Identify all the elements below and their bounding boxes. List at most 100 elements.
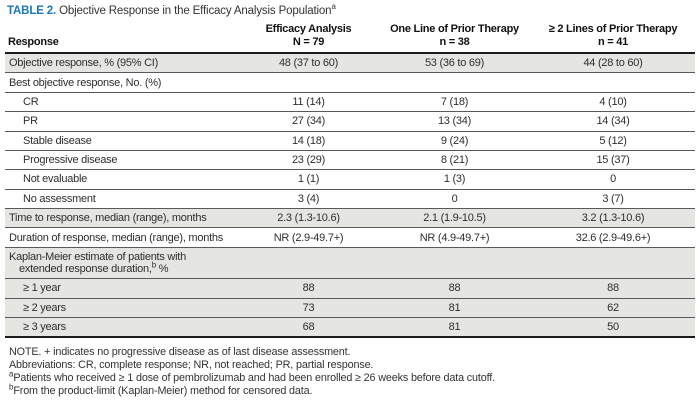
cell: 50 <box>607 321 619 334</box>
column-header-label: One Line of Prior Therapy <box>390 23 519 35</box>
row-label: Duration of response, median (range), mo… <box>9 231 224 244</box>
row-label: No assessment <box>23 192 96 205</box>
row-label-line2-text: extended response duration, <box>19 262 152 275</box>
footnote-text: NOTE. + indicates no progressive disease… <box>9 346 351 359</box>
cell <box>239 73 378 92</box>
row-label: Best objective response, No. (%) <box>9 76 162 89</box>
row-label: Not evaluable <box>23 173 88 186</box>
table-row: Objective response, % (95% CI) 48 (37 to… <box>5 53 695 73</box>
footnote-abbreviations: Abbreviations: CR, complete response; NR… <box>9 359 693 372</box>
row-label: PR <box>23 115 38 128</box>
cell: 14 (18) <box>291 134 326 147</box>
cell <box>378 247 531 278</box>
cell: 81 <box>448 301 461 314</box>
row-label: Kaplan-Meier estimate of patients with e… <box>5 247 239 278</box>
cell <box>531 73 695 92</box>
footnote-text: Patients who received ≥ 1 dose of pembro… <box>13 371 495 384</box>
table-row: CR 11 (14) 7 (18) 4 (10) <box>5 92 695 112</box>
column-header-response: Response <box>5 23 239 53</box>
footnote-b: bFrom the product-limit (Kaplan-Meier) m… <box>9 382 693 398</box>
table-row: Best objective response, No. (%) <box>5 73 695 93</box>
table-number-label: TABLE 2. <box>7 5 57 17</box>
column-header-label: ≥ 2 Lines of Prior Therapy <box>548 23 678 35</box>
table-footnotes: NOTE. + indicates no progressive disease… <box>5 338 695 397</box>
row-label: Progressive disease <box>23 154 118 167</box>
row-label: Time to response, median (range), months <box>9 212 207 225</box>
footnote-text: Abbreviations: CR, complete response; NR… <box>9 359 374 372</box>
table-row: Kaplan-Meier estimate of patients with e… <box>5 247 695 279</box>
column-header-n: n = 38 <box>439 35 470 48</box>
row-label: CR <box>23 95 39 108</box>
table-title-footnote-marker: a <box>331 2 336 12</box>
cell: 2.1 (1.9-10.5) <box>423 212 486 225</box>
column-header-label: Response <box>8 35 59 48</box>
table-row: ≥ 2 years 73 81 62 <box>5 298 695 318</box>
cell <box>378 73 531 92</box>
table-row: ≥ 1 year 88 88 88 <box>5 278 695 298</box>
column-header-two-plus-lines: ≥ 2 Lines of Prior Therapy n = 41 <box>531 23 695 53</box>
cell: 0 <box>610 173 616 186</box>
row-label: ≥ 2 years <box>23 301 66 314</box>
table-row: ≥ 3 years 68 81 50 <box>5 317 695 338</box>
table-row: Not evaluable 1 (1) 1 (3) 0 <box>5 170 695 190</box>
row-label: Stable disease <box>23 134 92 147</box>
footnote-text: From the product-limit (Kaplan-Meier) me… <box>13 384 313 397</box>
cell: 0 <box>451 192 458 205</box>
cell: 9 (24) <box>440 134 469 147</box>
response-table: Response Efficacy Analysis N = 79 One Li… <box>5 23 695 338</box>
row-label-line1: Kaplan-Meier estimate of patients with <box>9 250 186 263</box>
cell: 8 (21) <box>440 154 469 167</box>
footnote-marker: a <box>9 369 14 379</box>
cell: 68 <box>302 321 315 334</box>
column-header-n: n = 41 <box>598 35 628 48</box>
cell: 15 (37) <box>596 154 630 167</box>
row-label-line2: extended response duration,b % <box>9 260 237 275</box>
column-header-label: Efficacy Analysis <box>265 23 352 35</box>
cell: 5 (12) <box>599 134 627 147</box>
footnote-marker: b <box>9 382 14 392</box>
table-row: Stable disease 14 (18) 9 (24) 5 (12) <box>5 131 695 151</box>
cell: 2.3 (1.3-10.6) <box>277 212 340 225</box>
footnote-a: aPatients who received ≥ 1 dose of pembr… <box>9 369 693 385</box>
table-row: Time to response, median (range), months… <box>5 208 695 228</box>
row-label: Objective response, % (95% CI) <box>9 57 159 70</box>
cell: 48 (37 to 60) <box>278 57 339 70</box>
cell: 44 (28 to 60) <box>583 57 643 70</box>
column-header-efficacy-analysis: Efficacy Analysis N = 79 <box>239 23 378 53</box>
cell: 32.6 (2.9-49.6+) <box>575 231 651 244</box>
table-header: Response Efficacy Analysis N = 79 One Li… <box>5 23 695 53</box>
cell: 3.2 (1.3-10.6) <box>581 212 645 225</box>
column-header-n: N = 79 <box>292 35 325 48</box>
cell: 1 (1) <box>297 173 320 186</box>
row-label: ≥ 1 year <box>23 282 61 295</box>
cell: 27 (34) <box>291 115 326 128</box>
table-row: PR 27 (34) 13 (34) 14 (34) <box>5 112 695 131</box>
table-title-text: Objective Response in the Efficacy Analy… <box>56 5 332 17</box>
cell: 14 (34) <box>596 115 630 128</box>
cell: NR (2.9-49.7+) <box>273 231 344 244</box>
cell: 23 (29) <box>291 154 326 167</box>
table-row: Duration of response, median (range), mo… <box>5 228 695 248</box>
footnote-note: NOTE. + indicates no progressive disease… <box>9 346 693 359</box>
cell: 7 (18) <box>440 95 469 108</box>
cell: 88 <box>448 282 461 295</box>
cell <box>239 247 378 278</box>
footnote-marker-b: b <box>151 260 156 270</box>
cell: 3 (7) <box>602 192 624 205</box>
cell: 73 <box>302 301 315 314</box>
header-row: Response Efficacy Analysis N = 79 One Li… <box>5 23 695 53</box>
table-title: TABLE 2. Objective Response in the Effic… <box>5 3 695 23</box>
table-body: Objective response, % (95% CI) 48 (37 to… <box>5 53 695 338</box>
row-label-line2-suffix: % <box>155 262 169 275</box>
table-row: No assessment 3 (4) 0 3 (7) <box>5 189 695 209</box>
cell: 3 (4) <box>297 192 320 205</box>
row-label: ≥ 3 years <box>23 321 66 334</box>
cell: 62 <box>607 301 619 314</box>
cell: 88 <box>607 282 619 295</box>
cell: 81 <box>448 321 461 334</box>
column-header-one-line: One Line of Prior Therapy n = 38 <box>378 23 531 53</box>
cell <box>531 247 695 278</box>
table-row: Progressive disease 23 (29) 8 (21) 15 (3… <box>5 150 695 170</box>
cell: 13 (34) <box>437 115 472 128</box>
